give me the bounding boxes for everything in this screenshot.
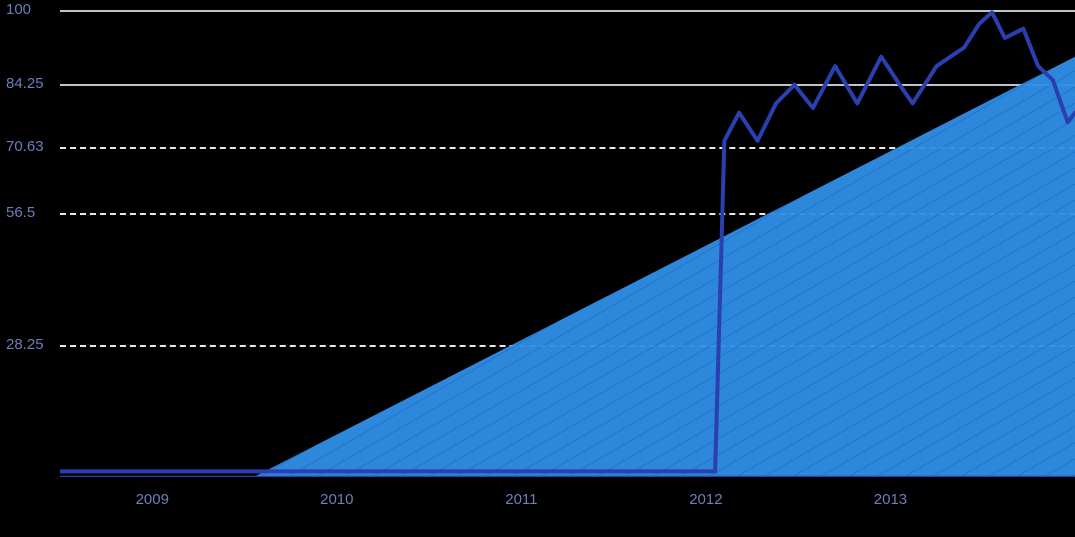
chart-container: 100 84.25 70.63 56.5 28.25 2009 2010 201… — [0, 0, 1075, 537]
y-tick-label: 100 — [0, 1, 31, 18]
x-tick-label: 2012 — [689, 491, 722, 508]
area-series — [254, 57, 1075, 477]
x-tick-label: 2010 — [320, 491, 353, 508]
y-tick-label: 84.25 — [0, 75, 44, 92]
y-tick-label: 70.63 — [0, 138, 44, 155]
y-tick-label: 56.5 — [0, 204, 35, 221]
chart-svg — [60, 10, 1075, 477]
x-tick-label: 2013 — [874, 491, 907, 508]
x-tick-label: 2009 — [136, 491, 169, 508]
plot-area — [60, 10, 1075, 477]
x-tick-label: 2011 — [505, 491, 537, 508]
y-tick-label: 28.25 — [0, 336, 44, 353]
